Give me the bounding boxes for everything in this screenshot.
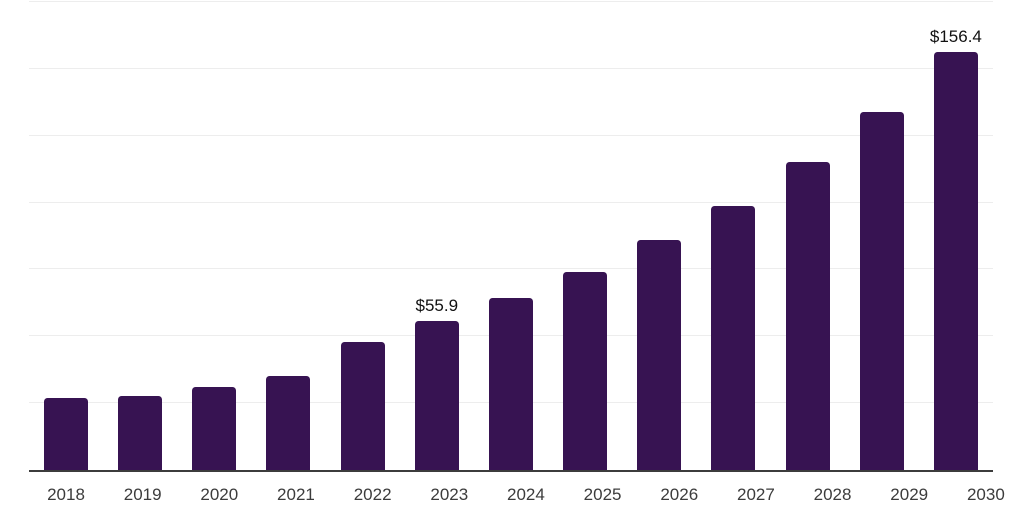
- bar-2018: [44, 398, 88, 470]
- x-tick-2022: 2022: [353, 485, 392, 504]
- bar-2028: [785, 162, 830, 470]
- bar-2023: $55.9: [414, 296, 459, 470]
- x-tick-2023: 2023: [430, 485, 469, 504]
- x-tick-2018: 2018: [47, 485, 85, 504]
- x-tick-2020: 2020: [200, 485, 239, 504]
- x-tick-2029: 2029: [890, 485, 929, 504]
- x-tick-2027: 2027: [736, 485, 775, 504]
- bar-2029: [859, 112, 904, 470]
- bar-2024: [488, 297, 533, 470]
- x-tick-2026: 2026: [660, 485, 699, 504]
- gridline: [29, 268, 993, 270]
- bar-2027: [711, 205, 756, 470]
- x-tick-2019: 2019: [123, 485, 162, 504]
- bar-2021: [266, 376, 311, 470]
- x-tick-2030: 2030: [966, 485, 1005, 504]
- gridline: [29, 1, 993, 2]
- bars: $55.9 $156.4: [29, 2, 993, 470]
- x-axis-labels: 2018 2019 2020 2021 2022 2023 2024 2025 2026 2027…: [29, 472, 1023, 505]
- bar-2019: [118, 396, 163, 470]
- x-tick-2021: 2021: [277, 485, 315, 504]
- bar-2025: [563, 272, 608, 470]
- bar-2026: [637, 240, 682, 470]
- bar-2030: $156.4: [930, 27, 982, 470]
- x-tick-2028: 2028: [813, 485, 852, 504]
- value-label-2023: $55.9: [415, 295, 459, 315]
- plot-area: $55.9 $156.4: [29, 1, 993, 472]
- value-label-2030: $156.4: [929, 26, 982, 46]
- gridline: [29, 67, 993, 69]
- x-tick-2024: 2024: [507, 485, 545, 504]
- gridline: [29, 201, 993, 203]
- gridline: [29, 134, 993, 136]
- bar-2020: [192, 387, 237, 470]
- x-tick-2025: 2025: [583, 485, 622, 504]
- bar-2022: [340, 341, 385, 470]
